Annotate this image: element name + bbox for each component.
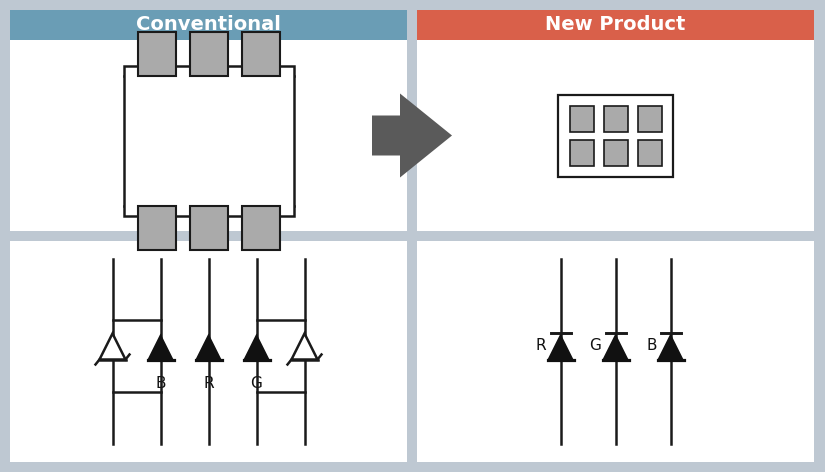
Bar bbox=[638, 140, 662, 166]
Bar bbox=[10, 10, 407, 40]
Polygon shape bbox=[196, 334, 221, 360]
Polygon shape bbox=[602, 334, 629, 360]
Text: R: R bbox=[203, 376, 214, 390]
Bar bbox=[417, 10, 814, 40]
Bar bbox=[124, 66, 294, 216]
Bar bbox=[10, 10, 407, 231]
Bar bbox=[604, 106, 628, 132]
Text: B: B bbox=[646, 338, 657, 353]
Bar bbox=[604, 140, 628, 166]
Bar bbox=[138, 205, 176, 250]
Polygon shape bbox=[291, 334, 318, 360]
Text: R: R bbox=[536, 338, 546, 353]
Text: G: G bbox=[590, 338, 601, 353]
Polygon shape bbox=[243, 334, 270, 360]
Text: G: G bbox=[251, 376, 262, 390]
Bar bbox=[569, 140, 593, 166]
Bar bbox=[242, 205, 280, 250]
Polygon shape bbox=[100, 334, 125, 360]
Bar bbox=[417, 241, 814, 462]
Bar bbox=[558, 94, 673, 177]
Bar bbox=[138, 32, 176, 76]
Bar bbox=[190, 205, 228, 250]
Bar bbox=[569, 106, 593, 132]
Bar bbox=[638, 106, 662, 132]
Bar bbox=[242, 32, 280, 76]
Polygon shape bbox=[658, 334, 683, 360]
Text: B: B bbox=[155, 376, 166, 390]
Polygon shape bbox=[372, 93, 452, 177]
Polygon shape bbox=[148, 334, 173, 360]
Bar bbox=[10, 241, 407, 462]
Polygon shape bbox=[548, 334, 573, 360]
Bar bbox=[417, 10, 814, 231]
Text: Conventional: Conventional bbox=[136, 16, 281, 34]
Text: New Product: New Product bbox=[545, 16, 686, 34]
Bar bbox=[190, 32, 228, 76]
